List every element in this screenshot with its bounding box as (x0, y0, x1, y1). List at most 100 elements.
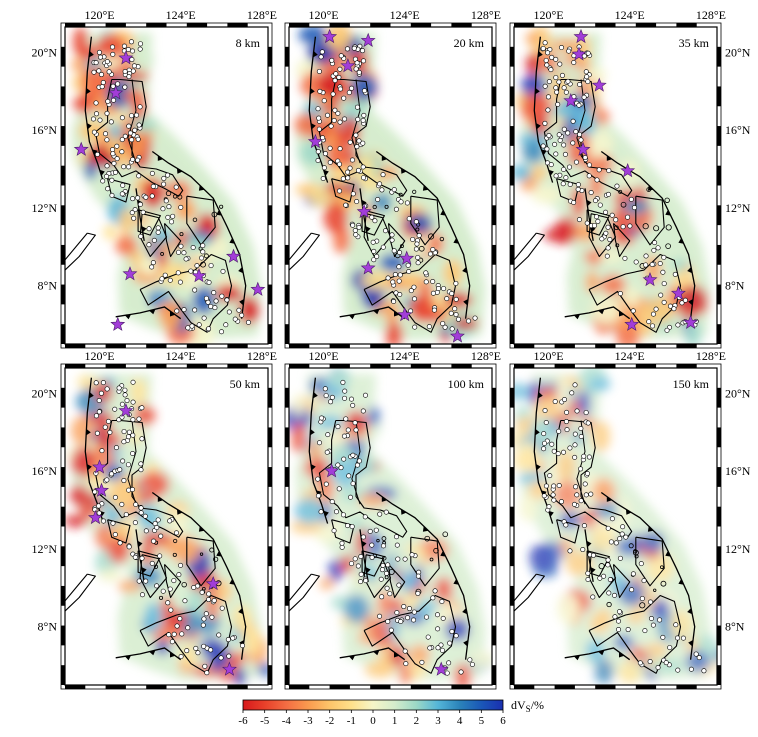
earthquake-marker (200, 243, 206, 249)
earthquake-marker (352, 420, 358, 426)
earthquake-marker (345, 523, 351, 529)
earthquake-marker (446, 660, 452, 666)
earthquake-marker (333, 71, 339, 77)
earthquake-marker (112, 494, 118, 500)
earthquake-marker (130, 451, 136, 457)
star-marker (642, 271, 658, 287)
earthquake-marker (143, 578, 149, 584)
earthquake-marker (435, 626, 441, 632)
earthquake-marker (200, 249, 206, 255)
earthquake-marker (136, 578, 142, 584)
earthquake-marker (212, 305, 218, 311)
earthquake-marker (176, 249, 182, 255)
earthquake-marker (122, 392, 128, 398)
colorbar-tick-label: 3 (435, 715, 441, 727)
earthquake-marker (372, 218, 378, 224)
earthquake-marker (540, 143, 546, 149)
earthquake-marker (411, 284, 417, 290)
earthquake-marker (155, 517, 161, 523)
earthquake-marker (556, 428, 562, 434)
earthquake-marker (585, 79, 591, 85)
earthquake-marker (349, 85, 355, 91)
depth-label: 50 km (230, 377, 261, 391)
earthquake-marker (551, 483, 557, 489)
earthquake-marker (553, 56, 559, 62)
earthquake-marker (561, 166, 567, 172)
earthquake-marker (578, 433, 584, 439)
lon-tick-label: 128°E (696, 349, 726, 363)
earthquake-marker (119, 501, 125, 507)
earthquake-marker (315, 158, 321, 164)
earthquake-marker (354, 144, 360, 150)
earthquake-marker (617, 555, 623, 561)
earthquake-marker (325, 432, 331, 438)
earthquake-marker (569, 390, 575, 396)
earthquake-marker (132, 127, 138, 133)
earthquake-marker (427, 645, 433, 651)
earthquake-marker (350, 222, 356, 228)
earthquake-marker (174, 530, 180, 536)
earthquake-marker (331, 117, 337, 123)
earthquake-marker (561, 142, 567, 148)
earthquake-marker (379, 567, 385, 573)
earthquake-marker (413, 246, 419, 252)
earthquake-marker (419, 659, 425, 665)
velocity-field (71, 27, 262, 344)
earthquake-marker (617, 609, 623, 615)
earthquake-marker (679, 300, 685, 306)
earthquake-marker (174, 308, 180, 314)
earthquake-marker (469, 661, 475, 667)
earthquake-marker (436, 285, 442, 291)
earthquake-marker (226, 309, 232, 315)
earthquake-marker (94, 151, 100, 157)
earthquake-marker (315, 493, 321, 499)
earthquake-marker (415, 590, 421, 596)
earthquake-marker (354, 199, 360, 205)
earthquake-marker (613, 540, 619, 546)
earthquake-marker (380, 543, 386, 549)
earthquake-marker (555, 101, 561, 107)
earthquake-marker (166, 632, 172, 638)
star-marker (360, 32, 376, 47)
earthquake-marker (362, 514, 368, 520)
earthquake-marker (605, 557, 611, 563)
earthquake-marker (398, 618, 404, 624)
earthquake-marker (177, 616, 183, 622)
earthquake-marker (195, 650, 201, 656)
earthquake-marker (100, 178, 106, 184)
earthquake-marker (92, 489, 98, 495)
earthquake-marker (199, 255, 205, 261)
earthquake-marker (189, 323, 195, 329)
earthquake-marker (571, 501, 577, 507)
earthquake-marker (361, 58, 367, 64)
earthquake-marker (572, 431, 578, 437)
earthquake-marker (393, 206, 399, 212)
earthquake-marker (406, 269, 412, 275)
star-marker (683, 314, 699, 329)
earthquake-marker (427, 251, 433, 257)
earthquake-marker (337, 66, 343, 72)
earthquake-marker (572, 382, 578, 388)
earthquake-marker (341, 456, 347, 462)
earthquake-marker (432, 588, 438, 594)
earthquake-marker (657, 617, 663, 623)
earthquake-marker (169, 639, 175, 645)
earthquake-marker (150, 183, 156, 189)
earthquake-marker (98, 390, 104, 396)
earthquake-marker (394, 542, 400, 548)
earthquake-marker (572, 454, 578, 460)
earthquake-marker (693, 651, 699, 657)
earthquake-marker (673, 622, 679, 628)
earthquake-marker (338, 465, 344, 471)
earthquake-marker (121, 478, 127, 484)
earthquake-marker (391, 248, 397, 254)
earthquake-marker (352, 227, 358, 233)
earthquake-marker (219, 293, 225, 299)
earthquake-marker (438, 642, 444, 648)
earthquake-marker (103, 131, 109, 137)
earthquake-marker (158, 533, 164, 539)
earthquake-marker (377, 613, 383, 619)
earthquake-marker (561, 85, 567, 91)
earthquake-marker (322, 151, 328, 157)
earthquake-marker (349, 157, 355, 163)
